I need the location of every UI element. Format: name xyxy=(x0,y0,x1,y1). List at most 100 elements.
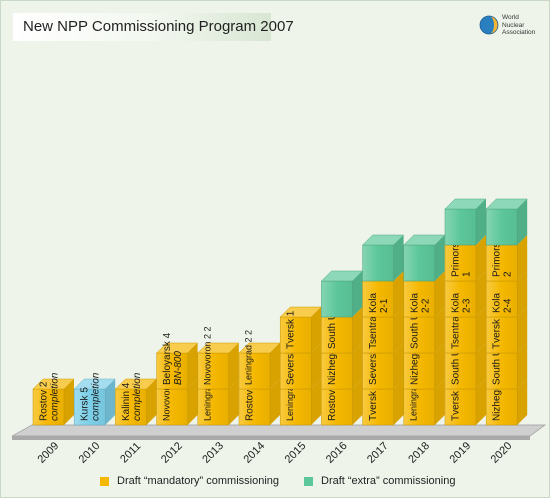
bar-segment: Kalinin 4 completion xyxy=(114,372,158,426)
unit-note: completion xyxy=(50,372,61,421)
unit-label: Tsentral 1 xyxy=(368,305,379,349)
bar-segment: Rostov 4 xyxy=(321,379,363,426)
legend-label-mandatory: Draft “mandatory” commissioning xyxy=(117,475,279,487)
bar-stack-2009: Rostov 2 completion xyxy=(32,372,75,426)
unit-label: Rostov 4 xyxy=(327,381,338,421)
x-tick-label: 2017 xyxy=(365,440,391,466)
bar-segment: Nizhegorod 2 xyxy=(403,325,445,390)
logo-line: Nuclear xyxy=(502,21,525,29)
bar-segment: Kola 2-4 xyxy=(485,271,528,318)
x-tick-label: 2015 xyxy=(283,440,309,466)
x-tick-label: 2014 xyxy=(241,440,267,466)
x-tick-label: 2016 xyxy=(324,440,350,466)
unit-label: Kalinin 4 xyxy=(121,382,132,421)
unit-label: Rostov 2 xyxy=(39,381,50,421)
unit-label: 2-4 xyxy=(503,298,514,313)
legend-label-extra: Draft “extra” commissioning xyxy=(321,475,456,487)
unit-label: Tversk 1 xyxy=(286,310,297,349)
legend-item-extra: Draft “extra” commissioning xyxy=(304,475,455,487)
unit-note: BN-800 xyxy=(173,351,184,385)
bar-top-face xyxy=(444,198,487,210)
bar-top-face xyxy=(485,198,528,210)
unit-label: South Ural 1 xyxy=(327,293,338,349)
unit-label: 2-2 xyxy=(420,298,431,313)
legend-swatch-extra xyxy=(304,476,313,486)
bar-segment: Rostov 3 xyxy=(238,379,280,426)
unit-label: Leningrad 2 1 xyxy=(202,366,212,421)
unit-label: Seversk 2 xyxy=(368,340,379,385)
unit-label: South Ural 3 xyxy=(451,329,462,385)
logo-line: Association xyxy=(502,29,536,36)
bar-top-face xyxy=(361,234,405,246)
bar-segment xyxy=(361,234,405,282)
x-tick-label: 2020 xyxy=(489,440,515,466)
bar-top-face xyxy=(155,342,199,354)
x-tick-label: 2009 xyxy=(35,440,61,466)
unit-label: South Ural 2 xyxy=(409,293,420,349)
bar-segment: Nizhegorod 3 xyxy=(485,361,528,426)
unit-label: Rostov 3 xyxy=(245,381,256,421)
unit-label: Nizhegorod 1 xyxy=(327,325,338,385)
unit-label: Nizhegorod 2 xyxy=(409,325,420,385)
unit-label: 2 xyxy=(503,271,514,277)
bar-segment: South Ural 4 xyxy=(485,329,528,390)
bar-segment xyxy=(485,198,528,246)
unit-label: Primorsk xyxy=(451,237,462,277)
unit-label: Leningrad 2 2 xyxy=(244,330,254,385)
unit-label: Kola xyxy=(409,293,420,313)
bar-segment: Novovoron 2 2 xyxy=(197,326,240,390)
x-tick-label: 2019 xyxy=(447,440,473,466)
legend-item-mandatory: Draft “mandatory” commissioning xyxy=(100,475,279,487)
bar-segment: Nizhegorod 1 xyxy=(321,325,363,390)
bar-segment: Tsentral 1 xyxy=(362,305,404,354)
legend-swatch-mandatory xyxy=(100,476,109,486)
unit-label: Kursk 5 xyxy=(80,387,91,421)
bar-segment xyxy=(444,198,487,246)
unit-label: Leningrad 2 3 xyxy=(285,366,295,421)
unit-label: Beloyarsk 4 xyxy=(162,332,173,385)
bar-segment: Leningrad 2 3 xyxy=(279,366,322,426)
bar-segment: Kola 2-3 xyxy=(444,271,486,318)
bar-segment: Kola 2-1 xyxy=(362,271,404,318)
title-banner: New NPP Commissioning Program 2007 xyxy=(13,13,294,41)
unit-note: completion xyxy=(91,372,102,421)
bar-segment: Tversk 3 xyxy=(444,379,486,426)
stacked-bar-chart: Rostov 2 completion Kursk 5 completion Kalin… xyxy=(11,198,547,466)
x-tick-label: 2013 xyxy=(200,440,226,466)
x-tick-label: 2010 xyxy=(77,440,103,466)
unit-label: Tversk 4 xyxy=(492,310,503,349)
unit-label: Nizhegorod 3 xyxy=(492,361,503,421)
bar-top-face xyxy=(32,378,75,390)
unit-label: 2-1 xyxy=(379,298,390,313)
unit-label: 1 xyxy=(462,271,473,277)
floor-front xyxy=(12,436,530,440)
bar-stack-2010: Kursk 5 completion xyxy=(73,372,116,426)
bar-top-face xyxy=(73,378,116,390)
unit-label: Kola xyxy=(451,293,462,313)
bar-segment: Seversk 1 xyxy=(279,340,322,390)
unit-note: completion xyxy=(132,372,143,421)
bar-segment: Tsentral 2 xyxy=(444,305,486,354)
bar-segment: Beloyarsk 4 BN-800 xyxy=(155,332,199,390)
bar-segment: South Ural 3 xyxy=(444,329,486,390)
globe-icon xyxy=(479,15,499,35)
chart-title: New NPP Commissioning Program 2007 xyxy=(23,18,294,35)
bar-segment xyxy=(403,234,446,282)
bar-segment: Kola 2-2 xyxy=(403,271,445,318)
unit-label: South Ural 4 xyxy=(492,329,503,385)
bar-segment: Leningrad 2 4 xyxy=(403,366,445,426)
bar-segment: Tversk 4 xyxy=(485,307,528,354)
unit-label: Tversk 3 xyxy=(451,382,462,421)
floor-top xyxy=(11,424,547,437)
bar-segment xyxy=(320,270,364,318)
logo-line: World xyxy=(502,14,519,21)
unit-label: Kola xyxy=(368,293,379,313)
bar-segment: Novovoron 2 1 xyxy=(156,362,198,426)
